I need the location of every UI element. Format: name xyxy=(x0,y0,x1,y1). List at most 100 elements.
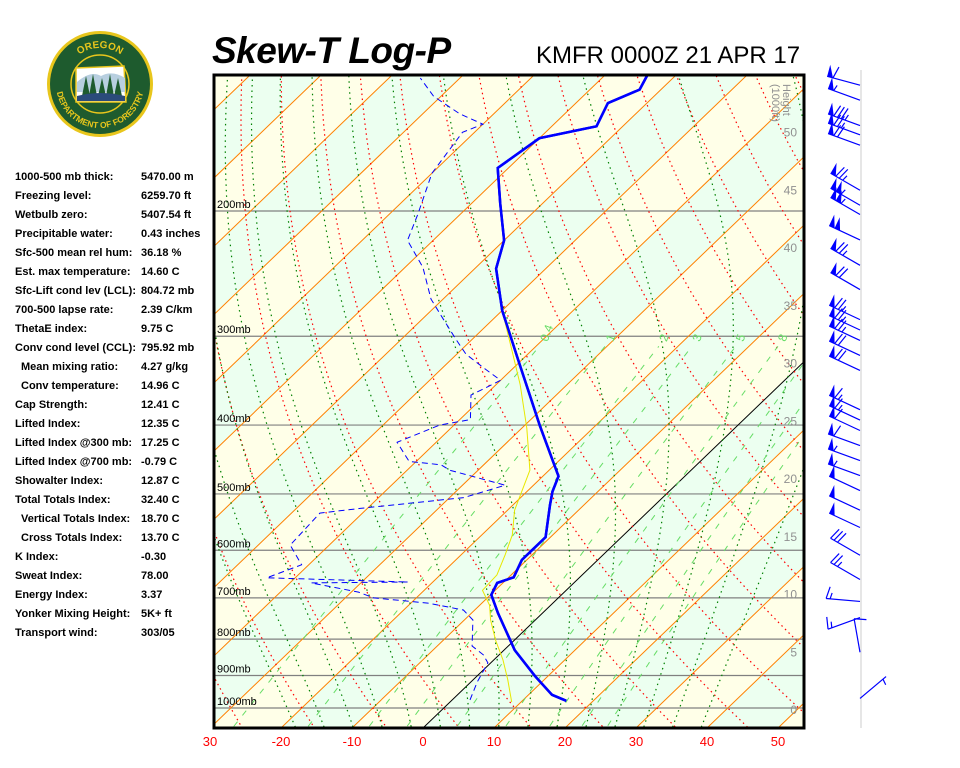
isotherm-line xyxy=(910,53,960,737)
stat-label: Conv cond level (CCL): xyxy=(15,342,137,354)
wind-barb-staff xyxy=(827,75,861,86)
wind-barb-pennant xyxy=(827,64,833,78)
isotherm-line xyxy=(214,75,677,521)
wind-barb xyxy=(827,102,861,127)
moist-adiabat-line xyxy=(311,75,471,728)
dry-adiabat-line xyxy=(940,53,960,737)
wind-barb-full xyxy=(834,308,843,319)
x-tick-label: -20 xyxy=(272,734,291,749)
chart-title: Skew-T Log-P xyxy=(212,30,451,71)
wind-barb-half xyxy=(833,85,838,91)
zero-isotherm-line xyxy=(422,360,804,728)
height-tick-label: 15 xyxy=(784,530,798,544)
isobar-label: 500mb xyxy=(217,482,251,494)
x-tick-label: 40 xyxy=(700,734,714,749)
stat-row: Energy Index: 3.37 xyxy=(15,586,215,605)
stat-value: 12.87 C xyxy=(141,475,180,487)
stat-value: 9.75 C xyxy=(141,323,174,335)
mixing-ratio-label: 0.4 xyxy=(537,322,556,343)
dry-adiabat-line xyxy=(862,53,960,737)
wind-barb-staff xyxy=(826,597,861,603)
plot-frame xyxy=(212,73,806,730)
height-tick-label: 50 xyxy=(784,126,798,140)
wind-barb-staff xyxy=(827,122,861,136)
isobar-label: 300mb xyxy=(217,324,251,336)
wind-barb-full xyxy=(830,528,840,539)
wind-barb xyxy=(828,345,861,371)
stat-row: Vertical Totals Index: 18.70 C xyxy=(15,510,215,529)
mixing-ratio-line xyxy=(547,361,804,728)
wind-barb xyxy=(827,111,861,136)
moist-adiabat-line xyxy=(391,75,533,728)
isotherm-line xyxy=(635,565,804,728)
height-tick-label: 0 xyxy=(790,703,797,717)
stat-row: Showalter Index: 12.87 C xyxy=(15,472,215,491)
stat-value: 5K+ ft xyxy=(141,608,172,620)
stat-row: Wetbulb zero: 5407.54 ft xyxy=(15,206,215,225)
stat-label: Wetbulb zero: xyxy=(15,209,88,221)
wind-barb-pennant xyxy=(828,122,834,136)
wind-barb xyxy=(830,528,861,556)
stat-value: 4.27 g/kg xyxy=(141,361,189,373)
wind-barb-full xyxy=(830,553,840,563)
stat-row: Mean mixing ratio: 4.27 g/kg xyxy=(15,358,215,377)
stat-label: Cap Strength: xyxy=(15,399,88,411)
stat-value: -0.79 C xyxy=(141,456,178,468)
wind-barb-staff xyxy=(859,676,887,699)
wind-barb-staff xyxy=(853,618,861,653)
dry-adiabat-line xyxy=(901,53,960,737)
wind-barb-full xyxy=(838,244,849,254)
stat-row: Sfc-Lift cond lev (LCL): 804.72 mb xyxy=(15,282,215,301)
stat-value: 32.40 C xyxy=(141,494,180,506)
stat-value: 12.35 C xyxy=(141,418,180,430)
wind-barb-staff xyxy=(830,561,861,581)
isotherm-line xyxy=(214,75,322,179)
stat-row: Freezing level: 6259.70 ft xyxy=(15,187,215,206)
wind-barb-pennant xyxy=(829,405,835,419)
wind-barb-full xyxy=(837,532,847,543)
stat-label: Freezing level: xyxy=(15,190,92,202)
stat-label: Yonker Mixing Height: xyxy=(15,608,131,620)
wind-barb xyxy=(828,330,861,356)
wind-barb-half xyxy=(837,561,843,567)
wind-barb-full xyxy=(837,335,847,346)
moist-adiabat-line xyxy=(442,75,572,728)
stat-label: Lifted Index: xyxy=(15,418,81,430)
wind-barb xyxy=(827,77,861,101)
isotherm-line xyxy=(0,53,60,737)
height-tick-label: 5 xyxy=(790,645,797,659)
wind-barb-half xyxy=(840,198,846,204)
dry-adiabat-line xyxy=(214,326,388,728)
wind-barb-pennant xyxy=(830,187,837,201)
height-tick-label: 10 xyxy=(784,588,798,602)
stat-label: Sfc-Lift cond lev (LCL): xyxy=(15,285,136,297)
wind-barb xyxy=(827,64,861,86)
temperature-band xyxy=(0,53,131,737)
x-tick-label: 0 xyxy=(419,734,426,749)
isobar-label: 800mb xyxy=(217,627,251,639)
wind-barb-half xyxy=(833,445,838,452)
stat-value: 0.43 inches xyxy=(141,228,201,240)
stat-value: 5470.00 m xyxy=(141,171,194,183)
wind-barb xyxy=(828,315,861,341)
height-tick-label: 20 xyxy=(784,472,798,486)
temperature-band xyxy=(214,88,804,725)
height-tick-label: 30 xyxy=(784,357,798,371)
wind-barb-staff xyxy=(830,537,861,556)
x-tick-label: 20 xyxy=(558,734,572,749)
mixing-ratio-line xyxy=(503,346,779,728)
mixing-ratio-line xyxy=(405,345,693,728)
stat-row: Conv temperature: 14.96 C xyxy=(15,377,215,396)
stat-row: K Index: -0.30 xyxy=(15,548,215,567)
sounding-indices-panel: 1000-500 mb thick: 5470.00 m Freezing leve… xyxy=(15,168,215,643)
stat-value: 18.70 C xyxy=(141,513,180,525)
wind-barb-pennant xyxy=(829,315,835,329)
stat-row: Sweat Index: 78.00 xyxy=(15,567,215,586)
stat-value: 17.25 C xyxy=(141,437,180,449)
stat-value: 2.39 C/km xyxy=(141,304,193,316)
wind-barb xyxy=(828,214,861,241)
height-tick-label: 35 xyxy=(784,299,798,313)
stat-label: 700-500 lapse rate: xyxy=(15,304,114,316)
mixing-ratio-label: 3 xyxy=(689,332,705,343)
wind-barb-full xyxy=(833,530,844,541)
